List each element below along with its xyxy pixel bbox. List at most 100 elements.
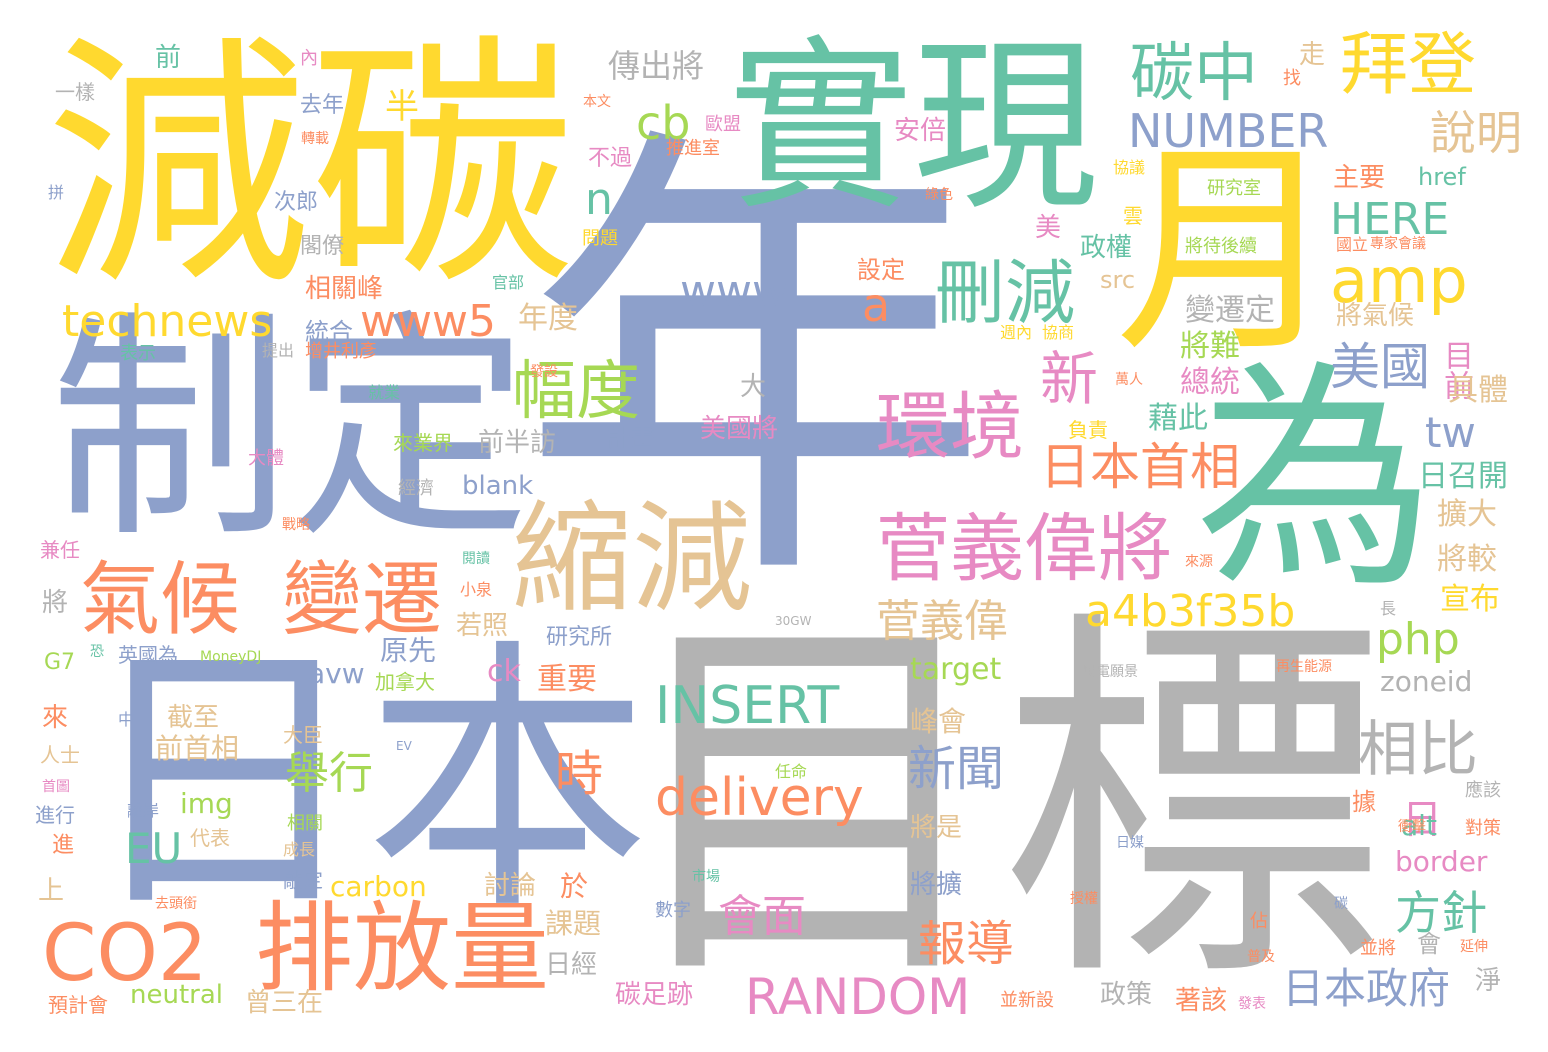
word-taolun: 討論 xyxy=(484,871,537,901)
word-chang: 長 xyxy=(1380,599,1397,618)
word-yiyang: 一樣 xyxy=(55,80,95,104)
word-hui: 會 xyxy=(1417,930,1441,958)
word-jiang: 將 xyxy=(42,588,69,618)
word-carbon: carbon xyxy=(330,870,427,903)
word-insert: INSERT xyxy=(655,676,840,736)
word-zoneid: zoneid xyxy=(1380,665,1473,698)
word-jihua: 計畫 xyxy=(607,424,655,452)
word-zhuanjiahuiyi: 專家會議 xyxy=(1370,236,1426,252)
word-shouquan: 授權 xyxy=(1070,891,1098,907)
word-yue: 月 xyxy=(1115,121,1340,383)
word-tanzuji: 碳足跡 xyxy=(615,980,694,1010)
word-fenghui: 峰會 xyxy=(910,705,967,738)
word-shuzi: 數字 xyxy=(655,900,691,921)
word-qiaoding: 敲定 xyxy=(283,868,323,892)
word-dati: 大體 xyxy=(248,448,284,469)
word-yu: 於 xyxy=(560,870,589,903)
word-number: NUMBER xyxy=(1128,104,1329,158)
word-jinxing: 進行 xyxy=(35,803,75,827)
word-benwen: 本文 xyxy=(583,94,611,110)
word-jing: 淨 xyxy=(1475,966,1502,996)
word-qunian: 去年 xyxy=(300,93,345,118)
word-lai: 來 xyxy=(42,703,69,733)
word-target: target xyxy=(910,652,1002,687)
word-ruozhao: 若照 xyxy=(456,611,509,641)
word-fabiao: 發表 xyxy=(1238,996,1266,1012)
word-tonghe: 統合 xyxy=(305,318,353,346)
word-anbei: 安倍 xyxy=(894,116,947,146)
word-pin: 拼 xyxy=(48,183,65,202)
word-zhanlue: 戰略 xyxy=(282,517,310,533)
word-qutouxian: 去頭銜 xyxy=(155,896,197,912)
word-renming: 任命 xyxy=(775,762,808,781)
word-www: www xyxy=(680,266,788,317)
word-wanren: 萬人 xyxy=(1115,372,1143,388)
word-fashe: 發設 xyxy=(530,364,558,380)
word-yanjiushi: 研究室 xyxy=(1207,178,1261,199)
word-php: php xyxy=(1376,614,1460,665)
word-qian: 前 xyxy=(155,43,182,73)
word-buguo: 不過 xyxy=(588,146,633,171)
word-avw: avw xyxy=(308,657,365,690)
word-ribenshouxiang: 日本首相 xyxy=(1040,438,1240,496)
word-moneydj: MoneyDJ xyxy=(200,649,262,665)
word-xieshang: 協商 xyxy=(1042,323,1075,342)
word-jiangkuo: 將擴 xyxy=(910,870,963,900)
word-chongji: 衝擊 xyxy=(1398,819,1426,835)
word-rijing: 日經 xyxy=(545,950,598,980)
word-shuoming: 說明 xyxy=(1430,106,1522,160)
word-zengjinglixiang: 增井利彥 xyxy=(305,341,377,362)
word-random: RANDOM xyxy=(745,968,971,1026)
word-zhengce: 政策 xyxy=(1100,980,1153,1010)
word-rimei: 日媒 xyxy=(1116,835,1144,851)
word-yanjiusuo: 研究所 xyxy=(546,625,613,650)
word-duice: 對策 xyxy=(1465,818,1501,839)
word-qihou: 氣候 xyxy=(80,553,240,646)
word-xiangguan: 相關 xyxy=(287,813,323,834)
word-zou: 走 xyxy=(1299,40,1326,70)
word-yingguowei: 英國為 xyxy=(118,643,178,667)
word-jiantan: 減碳 xyxy=(45,13,575,321)
word-jiangdaihouxu: 將待後續 xyxy=(1185,236,1257,257)
word-guanbu: 官部 xyxy=(492,273,525,292)
word-wei: 為 xyxy=(1195,340,1436,620)
word-shixian: 實現 xyxy=(728,19,1098,235)
word-geliao: 閣僚 xyxy=(300,234,345,259)
word-ri: 日 xyxy=(1402,797,1442,843)
word-muqian: 目前 xyxy=(1438,340,1473,400)
word-zhan: 佔 xyxy=(1250,911,1268,932)
word-jin: 進 xyxy=(52,833,75,858)
word-www5: www5 xyxy=(360,296,496,347)
word-jiuye: 就業 xyxy=(368,383,401,402)
word-zhiding: 制定 xyxy=(50,290,531,570)
word-zhuanzai: 轉載 xyxy=(301,131,329,147)
word-dachen: 大臣 xyxy=(283,723,323,747)
word-rizhaokai: 日召開 xyxy=(1418,459,1508,494)
word-jiangnan: 將難 xyxy=(1180,329,1240,364)
word-kuoda: 擴大 xyxy=(1437,497,1497,532)
word-ck: ck xyxy=(487,654,521,689)
word-guoli: 國立 xyxy=(1336,235,1369,254)
word-suojian: 縮減 xyxy=(512,490,752,629)
word-delivery: delivery xyxy=(655,768,864,828)
word-lian: 離岸 xyxy=(127,801,160,820)
word-juxing: 舉行 xyxy=(285,748,373,799)
word-yun: 雲 xyxy=(1123,204,1143,228)
word-renshi: 人士 xyxy=(40,743,80,767)
word-jianyiweijiang: 菅義偉將 xyxy=(876,506,1172,592)
word-zongtong: 總統 xyxy=(1180,365,1240,400)
word-zhounei: 週內 xyxy=(1000,323,1033,342)
word-a: a xyxy=(862,278,891,332)
word-paifangliang: 排放量 xyxy=(255,892,550,1006)
word-meiguojiang: 美國將 xyxy=(700,414,779,444)
word-xiangguanfeng: 相關峰 xyxy=(305,274,384,304)
word-n: n xyxy=(585,174,613,225)
word-chengzhang: 成長 xyxy=(283,840,316,859)
word-shoutu: 首圖 xyxy=(42,779,70,795)
word-zengsanzai: 曾三在 xyxy=(245,988,324,1018)
word-zhengquan: 政權 xyxy=(1080,233,1133,263)
word-daibiao: 代表 xyxy=(190,826,230,850)
word-kong: 恐 xyxy=(90,644,104,660)
word-jiangjiao: 將較 xyxy=(1437,542,1497,577)
